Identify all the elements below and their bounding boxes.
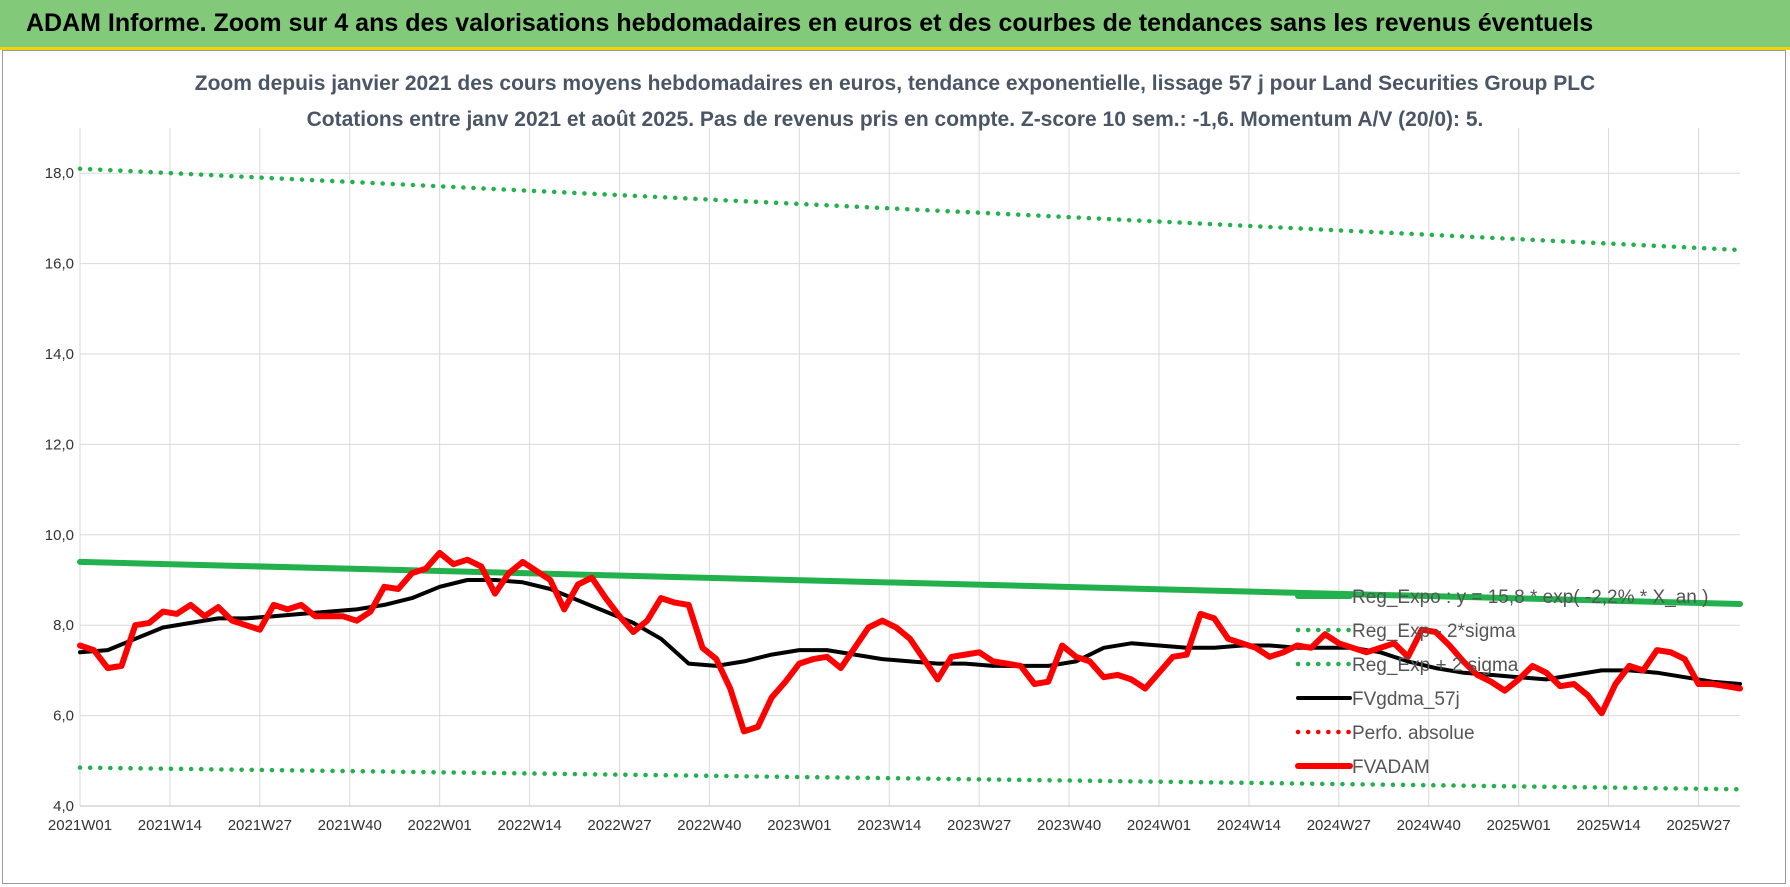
x-tick-label: 2024W40 xyxy=(1397,817,1461,834)
y-tick-label: 18,0 xyxy=(45,165,74,182)
x-tick-label: 2023W27 xyxy=(947,817,1011,834)
x-tick-label: 2021W14 xyxy=(138,817,202,834)
x-tick-label: 2021W27 xyxy=(228,817,292,834)
series-line xyxy=(78,578,1742,686)
y-tick-label: 8,0 xyxy=(53,617,74,634)
y-tick-label: 4,0 xyxy=(53,798,74,815)
legend-entry: Reg_Exp + 2 sigma xyxy=(1352,655,1519,676)
x-tick-label: 2023W14 xyxy=(857,817,921,834)
x-tick-label: 2025W14 xyxy=(1576,817,1640,834)
x-tick-label: 2025W01 xyxy=(1487,817,1551,834)
x-tick-label: 2021W40 xyxy=(318,817,382,834)
legend-entry: Reg_Exp - 2*sigma xyxy=(1352,621,1516,642)
legend-entry: FVADAM xyxy=(1352,757,1430,778)
chart-subtitle: Cotations entre janv 2021 et août 2025. … xyxy=(306,108,1484,131)
chart-title: Zoom depuis janvier 2021 des cours moyen… xyxy=(194,72,1596,95)
x-tick-label: 2023W40 xyxy=(1037,817,1101,834)
x-tick-label: 2024W14 xyxy=(1217,817,1281,834)
series-line xyxy=(77,549,1743,735)
chart-grid xyxy=(79,128,1740,807)
y-tick-label: 6,0 xyxy=(53,708,74,725)
series-line xyxy=(77,166,1743,253)
chart-series xyxy=(77,166,1743,792)
chart-frame xyxy=(2,50,1786,884)
series-line xyxy=(77,765,1743,792)
y-tick-label: 10,0 xyxy=(45,527,74,544)
x-tick-label: 2022W14 xyxy=(497,817,561,834)
legend-entry: Perfo. absolue xyxy=(1352,723,1475,744)
x-tick-label: 2021W01 xyxy=(48,817,112,834)
x-axis-ticks: 2021W01 2021W14 2021W27 2021W40 2022W01 2022W… xyxy=(48,817,1731,834)
x-tick-label: 2024W01 xyxy=(1127,817,1191,834)
report-banner: ADAM Informe. Zoom sur 4 ans des valoris… xyxy=(0,0,1790,50)
legend-entry: FVgdma_57j xyxy=(1352,689,1460,710)
y-tick-label: 12,0 xyxy=(45,436,74,453)
y-tick-label: 14,0 xyxy=(45,346,74,363)
legend-entry: Reg_Expo : y = 15,8 * exp( -2,2% * X_an … xyxy=(1352,587,1708,608)
x-tick-label: 2022W27 xyxy=(587,817,651,834)
report-title: ADAM Informe. Zoom sur 4 ans des valoris… xyxy=(26,9,1594,37)
x-tick-label: 2025W27 xyxy=(1666,817,1730,834)
x-tick-label: 2022W40 xyxy=(677,817,741,834)
y-tick-label: 16,0 xyxy=(45,256,74,273)
x-tick-label: 2023W01 xyxy=(767,817,831,834)
x-tick-label: 2022W01 xyxy=(408,817,472,834)
series-line xyxy=(77,558,1743,607)
chart-legend: Reg_Expo : y = 15,8 * exp( -2,2% * X_an … xyxy=(1295,587,1708,778)
y-axis-ticks: 4,0 6,0 8,0 10,0 12,0 14,0 16,0 18,0 xyxy=(45,165,74,815)
x-tick-label: 2024W27 xyxy=(1307,817,1371,834)
